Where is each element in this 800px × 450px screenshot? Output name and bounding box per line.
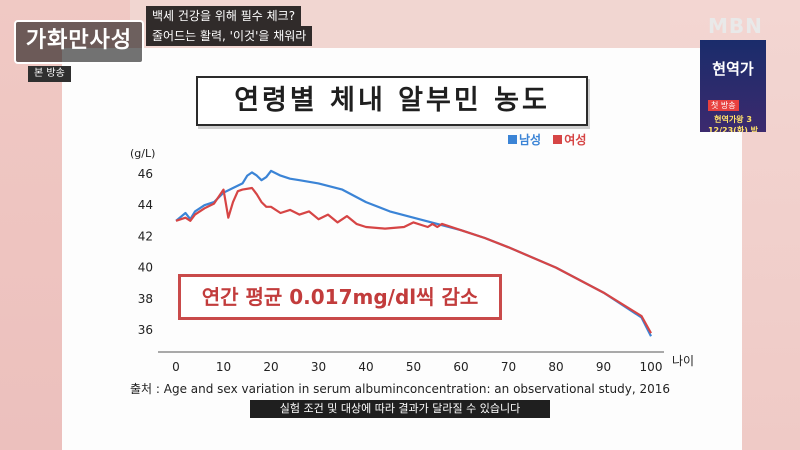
x-tick-label: 100 <box>640 360 663 374</box>
series-line-female <box>175 186 652 334</box>
y-tick-label: 38 <box>138 292 153 306</box>
promo-tag: 첫 방송 <box>708 100 739 111</box>
y-tick-label: 42 <box>138 229 153 243</box>
x-tick-label: 80 <box>548 360 563 374</box>
legend-item-male: 남성 <box>508 133 541 147</box>
x-tick-label: 20 <box>263 360 278 374</box>
y-tick-label: 46 <box>138 167 153 181</box>
network-logo: MBN <box>708 14 763 38</box>
promo-subtitle: 현역가왕 3 12/23(화) 밤 9시50 <box>707 115 758 132</box>
decline-annotation: 연간 평균 0.017mg/dl씩 감소 <box>178 274 502 320</box>
chart-title: 연령별 체내 알부민 농도 <box>196 76 588 126</box>
caption-bottom: 줄어드는 활력, '이것'을 채워라 <box>146 26 313 46</box>
disclaimer-notice: 실험 조건 및 대상에 따라 결과가 달라질 수 있습니다 <box>250 400 550 418</box>
source-citation: 출처 : Age and sex variation in serum albu… <box>129 382 670 396</box>
y-tick-label: 44 <box>138 198 153 212</box>
broadcast-badge: 본 방송 <box>28 66 71 82</box>
y-tick-label: 40 <box>138 261 153 275</box>
y-tick-labels: 36 38 40 42 44 46 <box>138 167 153 337</box>
x-tick-label: 50 <box>406 360 421 374</box>
legend-label-male: 남성 <box>519 133 542 147</box>
x-tick-label: 60 <box>453 360 468 374</box>
x-tick-label: 10 <box>216 360 231 374</box>
show-logo: 가화만사성 <box>14 20 144 64</box>
promo-title: 현역가 <box>712 60 754 78</box>
x-tick-label: 90 <box>596 360 611 374</box>
legend-label-female: 여성 <box>564 133 587 147</box>
x-axis-label: 나이 <box>672 354 694 368</box>
legend-swatch-male <box>508 135 517 144</box>
caption-top: 백세 건강을 위해 필수 체크? <box>146 6 302 26</box>
promo-thumbnail: 현역가 첫 방송 현역가왕 3 12/23(화) 밤 9시50 <box>700 40 766 132</box>
y-tick-label: 36 <box>138 323 153 337</box>
x-tick-label: 0 <box>172 360 180 374</box>
y-axis-label: (g/L) <box>130 147 155 160</box>
x-tick-label: 30 <box>311 360 326 374</box>
series-lines <box>175 169 652 337</box>
x-tick-label: 70 <box>501 360 516 374</box>
x-tick-label: 40 <box>358 360 373 374</box>
legend-swatch-female <box>553 135 563 144</box>
x-tick-labels: 0 10 20 30 40 50 60 70 80 90 100 <box>172 360 662 374</box>
legend-item-female: 여성 <box>553 133 586 147</box>
chart-legend: 남성 여성 <box>508 131 586 148</box>
